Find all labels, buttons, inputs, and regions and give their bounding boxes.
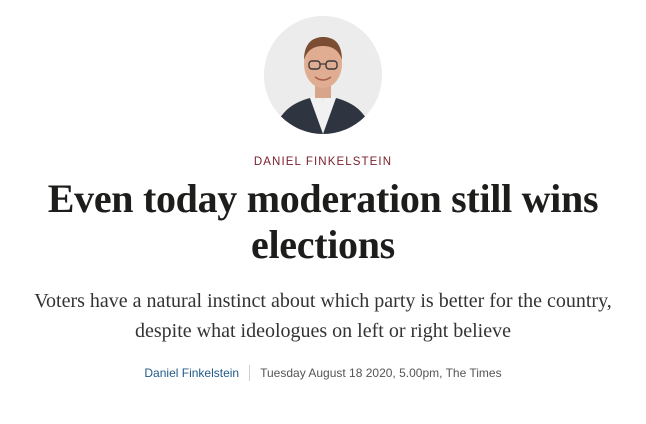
author-kicker[interactable]: DANIEL FINKELSTEIN — [253, 156, 393, 168]
byline: Daniel Finkelstein Tuesday August 18 202… — [144, 365, 502, 381]
article-headline: Even today moderation still wins electio… — [47, 176, 599, 267]
byline-dateline: Tuesday August 18 2020, 5.00pm, The Time… — [260, 366, 502, 380]
author-avatar[interactable] — [264, 16, 382, 134]
article-standfirst: Voters have a natural instinct about whi… — [34, 290, 612, 342]
byline-author-link[interactable]: Daniel Finkelstein — [144, 366, 240, 380]
byline-divider — [249, 365, 251, 381]
author-portrait-icon — [264, 16, 382, 134]
